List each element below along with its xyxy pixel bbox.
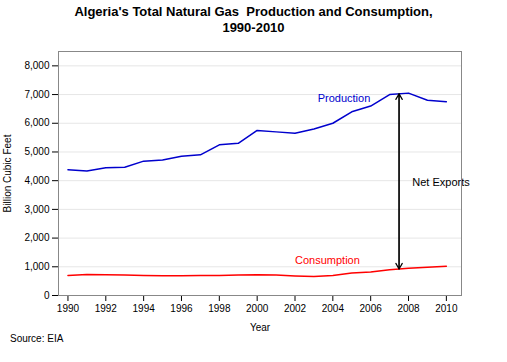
svg-text:5,000: 5,000 bbox=[24, 146, 49, 157]
svg-text:2004: 2004 bbox=[322, 303, 345, 314]
svg-text:Consumption: Consumption bbox=[295, 254, 360, 266]
svg-text:2010: 2010 bbox=[435, 303, 458, 314]
svg-text:4,000: 4,000 bbox=[24, 175, 49, 186]
svg-text:2,000: 2,000 bbox=[24, 232, 49, 243]
html-text:Source: EIA: Source: EIA bbox=[10, 333, 64, 345]
svg-text:1998: 1998 bbox=[208, 303, 231, 314]
svg-text:1990: 1990 bbox=[57, 303, 80, 314]
svg-text:8,000: 8,000 bbox=[24, 60, 49, 71]
svg-text:2006: 2006 bbox=[360, 303, 383, 314]
html-text:Algeria's Total Natural Gas Pr: Algeria's Total Natural Gas Production a… bbox=[74, 4, 433, 35]
svg-text:Year: Year bbox=[250, 322, 271, 333]
svg-text:Production: Production bbox=[318, 92, 371, 104]
svg-text:2000: 2000 bbox=[246, 303, 269, 314]
svg-text:1,000: 1,000 bbox=[24, 261, 49, 272]
svg-text:3,000: 3,000 bbox=[24, 204, 49, 215]
svg-text:2008: 2008 bbox=[397, 303, 420, 314]
svg-text:1992: 1992 bbox=[95, 303, 118, 314]
svg-text:Net Exports: Net Exports bbox=[412, 176, 470, 189]
svg-text:6,000: 6,000 bbox=[24, 118, 49, 129]
svg-text:7,000: 7,000 bbox=[24, 89, 49, 100]
svg-text:1994: 1994 bbox=[133, 303, 156, 314]
svg-text:0: 0 bbox=[44, 290, 50, 301]
svg-text:Billion Cubic Feet: Billion Cubic Feet bbox=[2, 135, 13, 213]
svg-text:1996: 1996 bbox=[170, 303, 193, 314]
svg-text:2002: 2002 bbox=[284, 303, 307, 314]
